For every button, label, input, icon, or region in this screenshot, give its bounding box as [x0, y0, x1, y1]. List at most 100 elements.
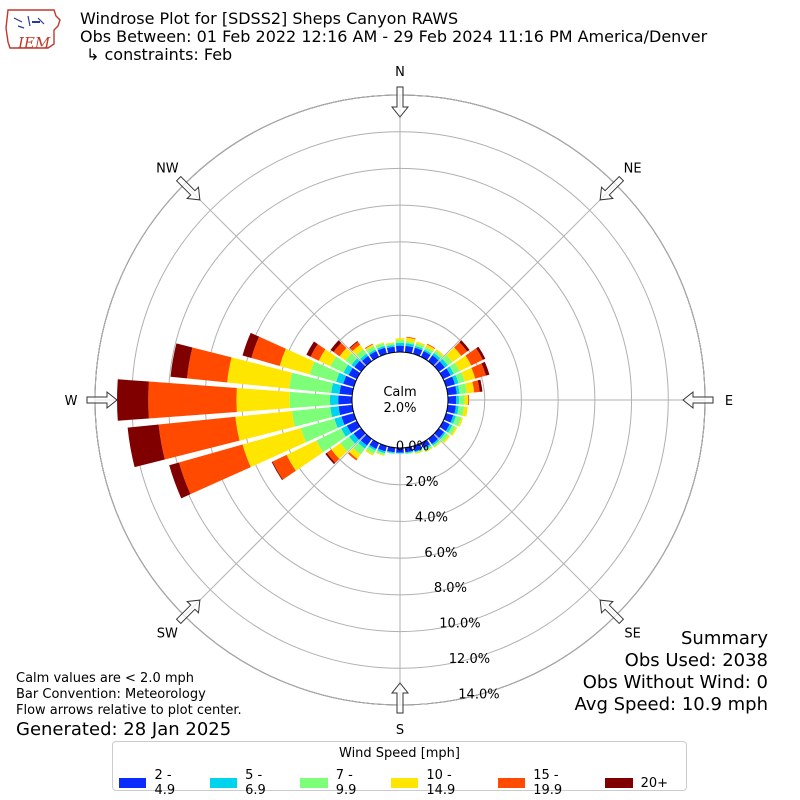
direction-label: E: [725, 394, 733, 409]
wind-bar-segment: [331, 383, 342, 394]
wind-bar-segment: [395, 342, 405, 346]
wind-bar-segment: [169, 462, 191, 499]
legend-label: 7 - 9.9: [335, 768, 357, 798]
wind-bar-segment: [279, 348, 315, 375]
wind-bar-segment: [242, 332, 260, 358]
wind-bar-segment: [414, 449, 423, 454]
wind-bar-segment: [448, 425, 456, 435]
wind-bar-segment: [442, 355, 453, 366]
wind-bar-segment: [349, 340, 358, 349]
wind-bar-segment: [432, 352, 441, 361]
wind-bar-segment: [343, 364, 353, 376]
notes: Calm values are < 2.0 mph Bar Convention…: [16, 671, 242, 719]
polar-labels: Calm2.0%0.0%2.0%4.0%6.0%8.0%10.0%12.0%14…: [65, 65, 734, 738]
wind-bar-segment: [316, 428, 346, 453]
wind-bar-segment: [405, 341, 415, 345]
wind-bar-segment: [289, 391, 331, 409]
wind-bar-segment: [368, 445, 377, 451]
direction-label: S: [396, 723, 404, 738]
flow-arrow-icon: [682, 390, 714, 410]
wind-bar-segment: [236, 388, 290, 412]
wind-bar-segment: [468, 394, 470, 406]
wind-bar-segment: [306, 341, 318, 357]
legend-item: 5 - 6.9: [209, 768, 287, 798]
legend-swatch: [497, 778, 526, 788]
wind-bar-segment: [340, 436, 356, 452]
wind-bar-segment: [446, 347, 462, 363]
wind-bar-segment: [423, 444, 432, 450]
flow-arrows-note: Flow arrows relative to plot center.: [16, 703, 242, 718]
wind-bar-segment: [242, 428, 306, 468]
constraints: ↳ constraints: Feb: [86, 45, 233, 64]
wind-bar-segment: [376, 452, 385, 456]
direction-arrows: [86, 86, 714, 714]
wind-bar-segment: [338, 404, 354, 416]
wind-bar-segment: [251, 336, 286, 366]
wind-bar-segment: [345, 353, 358, 365]
wind-bar-segment: [455, 385, 460, 395]
obs-without-wind: Obs Without Wind: 0: [582, 672, 768, 693]
wind-bar-segment: [432, 440, 441, 448]
iowa-map-icon: [5, 9, 61, 49]
direction-label: NW: [156, 161, 179, 176]
legend-item: 15 - 19.9: [497, 768, 591, 798]
wind-bar-segment: [443, 413, 454, 423]
wind-bar-segment: [424, 447, 433, 453]
wind-bar-segment: [339, 347, 352, 361]
flow-arrow-shape: [175, 599, 201, 625]
wind-bar-segment: [464, 395, 469, 405]
radial-tick-label: 14.0%: [458, 688, 499, 703]
wind-bar-segment: [405, 450, 414, 454]
flow-arrow-icon: [599, 175, 625, 201]
wind-bar-segment: [386, 450, 395, 454]
wind-bar-segment: [376, 345, 386, 351]
wind-bar-segment: [395, 338, 405, 341]
legend-item: 10 - 14.9: [390, 768, 484, 798]
wind-bar-segment: [446, 404, 456, 414]
summary-title: Summary: [681, 628, 768, 649]
flow-arrow-icon: [175, 175, 201, 201]
wind-bar-segment: [396, 447, 404, 453]
wind-bar-segment: [386, 451, 395, 455]
wind-bar-segment: [454, 405, 459, 415]
flow-arrow-shape: [175, 175, 201, 201]
wind-bar-segment: [318, 349, 337, 367]
wind-bar-segment: [385, 343, 395, 347]
flow-arrow-icon: [390, 682, 410, 714]
direction-label: N: [395, 65, 405, 80]
wind-bar-segment: [366, 446, 376, 454]
wind-bar-segment: [443, 376, 456, 387]
wind-bar-segment: [420, 439, 431, 449]
windrose-bars: [117, 332, 490, 499]
wind-bar-segment: [431, 439, 440, 446]
wind-bar-segment: [404, 345, 414, 354]
wind-bar-segment: [465, 348, 483, 366]
wind-bar-segment: [178, 444, 251, 495]
wind-bar-segment: [334, 416, 345, 428]
radial-tick-label: 4.0%: [415, 510, 448, 525]
wind-bar-segment: [300, 418, 338, 443]
wind-bar-segment: [396, 345, 404, 353]
wind-bar-segment: [376, 450, 385, 456]
wind-bar-segment: [127, 424, 165, 468]
wind-bar-segment: [341, 425, 352, 437]
wind-bar-segment: [331, 443, 348, 460]
wind-bar-segment: [272, 454, 296, 480]
wind-bar-segment: [375, 343, 385, 349]
wind-bar-segment: [349, 448, 361, 460]
wind-bar-segment: [377, 448, 386, 454]
wind-bar-segment: [235, 410, 295, 441]
wind-bar-segment: [186, 347, 232, 383]
wind-bar-segment: [386, 346, 396, 354]
wind-bar-segment: [471, 363, 486, 379]
wind-bar-segment: [329, 394, 339, 406]
wind-bar-segment: [325, 452, 336, 465]
wind-bar-segment: [433, 350, 443, 359]
flow-arrow-icon: [599, 599, 625, 625]
wind-bar-segment: [360, 353, 369, 361]
wind-bar-segment: [333, 342, 347, 357]
grid-spoke: [183, 433, 367, 617]
legend-label: 20+: [640, 775, 669, 791]
wind-bar-segment: [291, 407, 333, 427]
wind-bar-segment: [454, 342, 468, 356]
